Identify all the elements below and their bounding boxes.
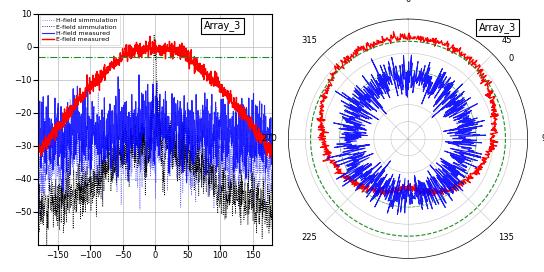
Line: E-field measured: E-field measured bbox=[38, 36, 272, 158]
E-field measured bbox=[196, 67, 202, 70]
E-field simmulation bbox=[196, 181, 202, 184]
E-field measured bbox=[147, 35, 153, 38]
H-field measured bbox=[196, 120, 202, 124]
H-field simmulation bbox=[222, 144, 228, 147]
H-field simmulation bbox=[269, 189, 275, 192]
Legend: H-field simmulation, E-field simmulation, H-field measured, E-field measured: H-field simmulation, E-field simmulation… bbox=[40, 16, 120, 45]
Text: 0: 0 bbox=[509, 54, 514, 63]
H-field measured bbox=[60, 188, 66, 192]
H-field simmulation bbox=[59, 144, 65, 147]
H-field simmulation bbox=[218, 165, 224, 169]
E-field measured bbox=[138, 46, 144, 50]
H-field measured bbox=[218, 115, 224, 118]
E-field simmulation bbox=[35, 217, 41, 221]
E-field simmulation bbox=[218, 183, 224, 187]
E-field simmulation bbox=[44, 243, 50, 246]
H-field simmulation bbox=[35, 161, 41, 165]
H-field simmulation bbox=[95, 91, 102, 95]
H-field simmulation bbox=[196, 140, 202, 143]
E-field measured bbox=[218, 85, 224, 88]
H-field measured bbox=[222, 112, 228, 115]
E-field measured bbox=[269, 149, 275, 152]
E-field measured bbox=[35, 149, 41, 152]
E-field simmulation bbox=[138, 124, 145, 127]
E-field simmulation bbox=[59, 202, 65, 205]
E-field measured bbox=[221, 91, 228, 94]
E-field simmulation bbox=[151, 33, 157, 36]
H-field simmulation bbox=[138, 128, 145, 131]
H-field measured bbox=[138, 91, 145, 95]
H-field simmulation bbox=[130, 142, 137, 145]
H-field measured bbox=[269, 140, 275, 143]
Line: H-field simmulation: H-field simmulation bbox=[38, 93, 272, 215]
H-field simmulation bbox=[36, 213, 42, 217]
E-field measured bbox=[129, 52, 136, 55]
Text: Array_3: Array_3 bbox=[204, 21, 242, 32]
H-field measured bbox=[59, 127, 65, 130]
E-field simmulation bbox=[129, 156, 136, 159]
H-field measured bbox=[136, 73, 143, 76]
E-field measured bbox=[59, 122, 65, 125]
E-field simmulation bbox=[222, 214, 228, 218]
Line: H-field measured: H-field measured bbox=[38, 75, 272, 190]
H-field measured bbox=[129, 115, 136, 118]
H-field measured bbox=[35, 131, 41, 135]
Line: E-field simmulation: E-field simmulation bbox=[38, 35, 272, 245]
Text: Array_3: Array_3 bbox=[479, 22, 516, 33]
E-field simmulation bbox=[269, 228, 275, 231]
E-field measured bbox=[267, 156, 274, 160]
